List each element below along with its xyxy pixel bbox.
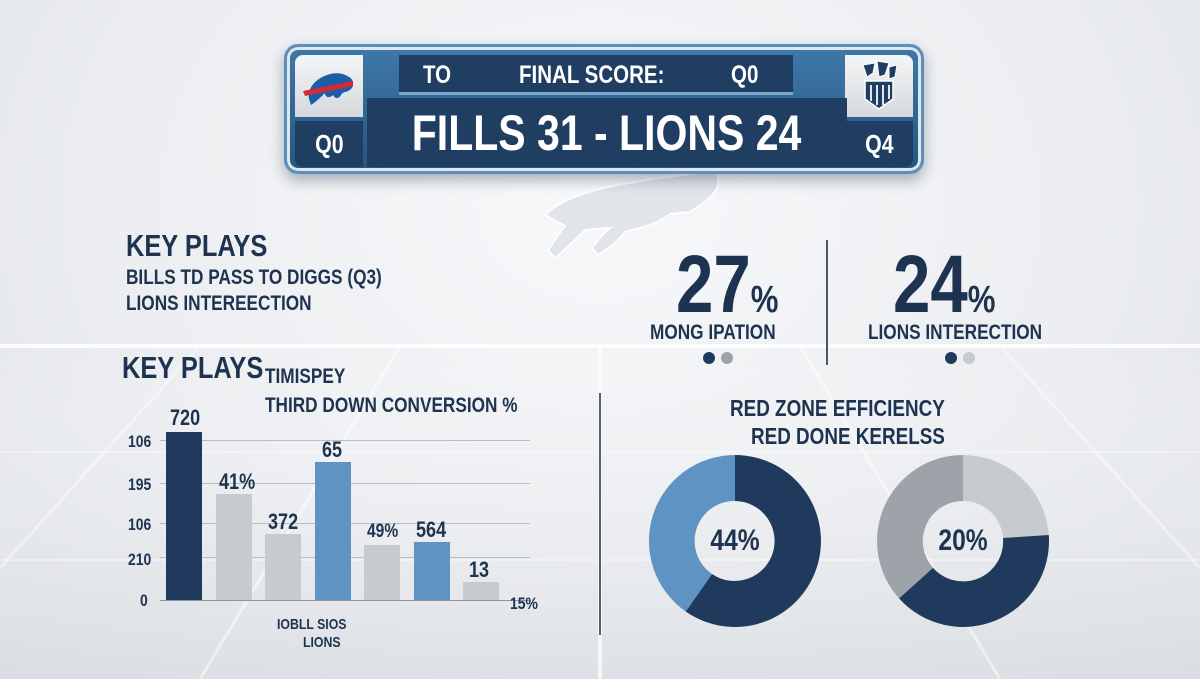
- bar-value-label: 49%: [367, 521, 399, 542]
- bills-logo-icon: [303, 73, 354, 105]
- stat-indicator-dot: [945, 352, 957, 364]
- red-zone-donut-2: 20%: [876, 454, 1050, 628]
- final-score-label: FINAL SCORE:: [519, 61, 665, 89]
- stat-value-2: 24%: [893, 239, 996, 330]
- red-zone-donut-1: 44%: [648, 454, 822, 628]
- red-zone-title: RED ZONE EFFICIENCY: [730, 395, 945, 421]
- bar: [166, 432, 202, 600]
- bar-value-label: 13: [469, 557, 490, 582]
- bar: [414, 542, 450, 600]
- bills-logo-panel: [295, 55, 363, 117]
- bar-value-label: 720: [170, 405, 201, 430]
- chart-legend-line2: LIONS: [303, 634, 341, 651]
- bar: [315, 462, 351, 600]
- bar-value-label: 372: [268, 509, 299, 534]
- scoreboard: Q0 Q4 TO FINAL SCORE: Q0 FILLS 31 - LION…: [284, 44, 924, 174]
- stat-label-2: LIONS INTERECTION: [868, 321, 1043, 344]
- stat-indicator-dot: [963, 352, 975, 364]
- bar: [364, 545, 400, 600]
- scoreboard-header: TO FINAL SCORE: Q0: [399, 55, 793, 95]
- section-divider: [599, 393, 601, 635]
- key-plays-title: KEY PLAYS: [126, 228, 268, 263]
- x-axis: [160, 600, 530, 601]
- bar: [265, 534, 301, 600]
- red-zone-subtitle: RED DONE KERELSS: [751, 423, 945, 449]
- scoreboard-top-right: Q0: [731, 61, 759, 89]
- bar: [216, 494, 252, 600]
- scoreboard-top-left: TO: [423, 61, 452, 89]
- stat-value-1: 27%: [676, 239, 779, 330]
- y-tick-label: 210: [128, 550, 152, 569]
- bar: [463, 582, 499, 600]
- y-tick-label: 106: [128, 432, 152, 451]
- key-play-item: BILLS TD PASS TO DIGGS (Q3): [126, 266, 382, 289]
- chart-subtitle: TIMISPEY: [265, 365, 346, 388]
- stat-label-1: MONG IPATION: [650, 321, 776, 344]
- lions-logo-panel: [845, 55, 913, 117]
- right-quarter-label: Q4: [845, 121, 913, 167]
- chart-legend-line1: IOBLL SIOS: [277, 616, 347, 633]
- chart-title: THIRD DOWN CONVERSION %: [265, 394, 518, 417]
- bar-value-label: 65: [322, 437, 343, 462]
- chart-section-title: KEY PLAYS: [122, 350, 264, 385]
- y-tick-label: 195: [128, 475, 152, 494]
- stat-indicator-dot: [703, 352, 715, 364]
- final-score: FILLS 31 - LIONS 24: [367, 98, 847, 167]
- lions-shield-logo-icon: [862, 60, 898, 110]
- gridline: [160, 440, 530, 441]
- donut-center-label: 44%: [710, 524, 760, 557]
- donut-center-label: 20%: [938, 524, 988, 557]
- stat-indicator-dot: [721, 352, 733, 364]
- stats-divider: [826, 240, 828, 365]
- left-quarter-label: Q0: [295, 121, 363, 167]
- bar-value-label: 41%: [219, 469, 256, 494]
- bar-value-label: 564: [416, 517, 447, 542]
- y-tick-label: 0: [140, 591, 148, 610]
- chart-annotation: 15%: [510, 594, 538, 613]
- key-play-item: LIONS INTEREECTION: [126, 292, 312, 315]
- y-tick-label: 106: [128, 515, 152, 534]
